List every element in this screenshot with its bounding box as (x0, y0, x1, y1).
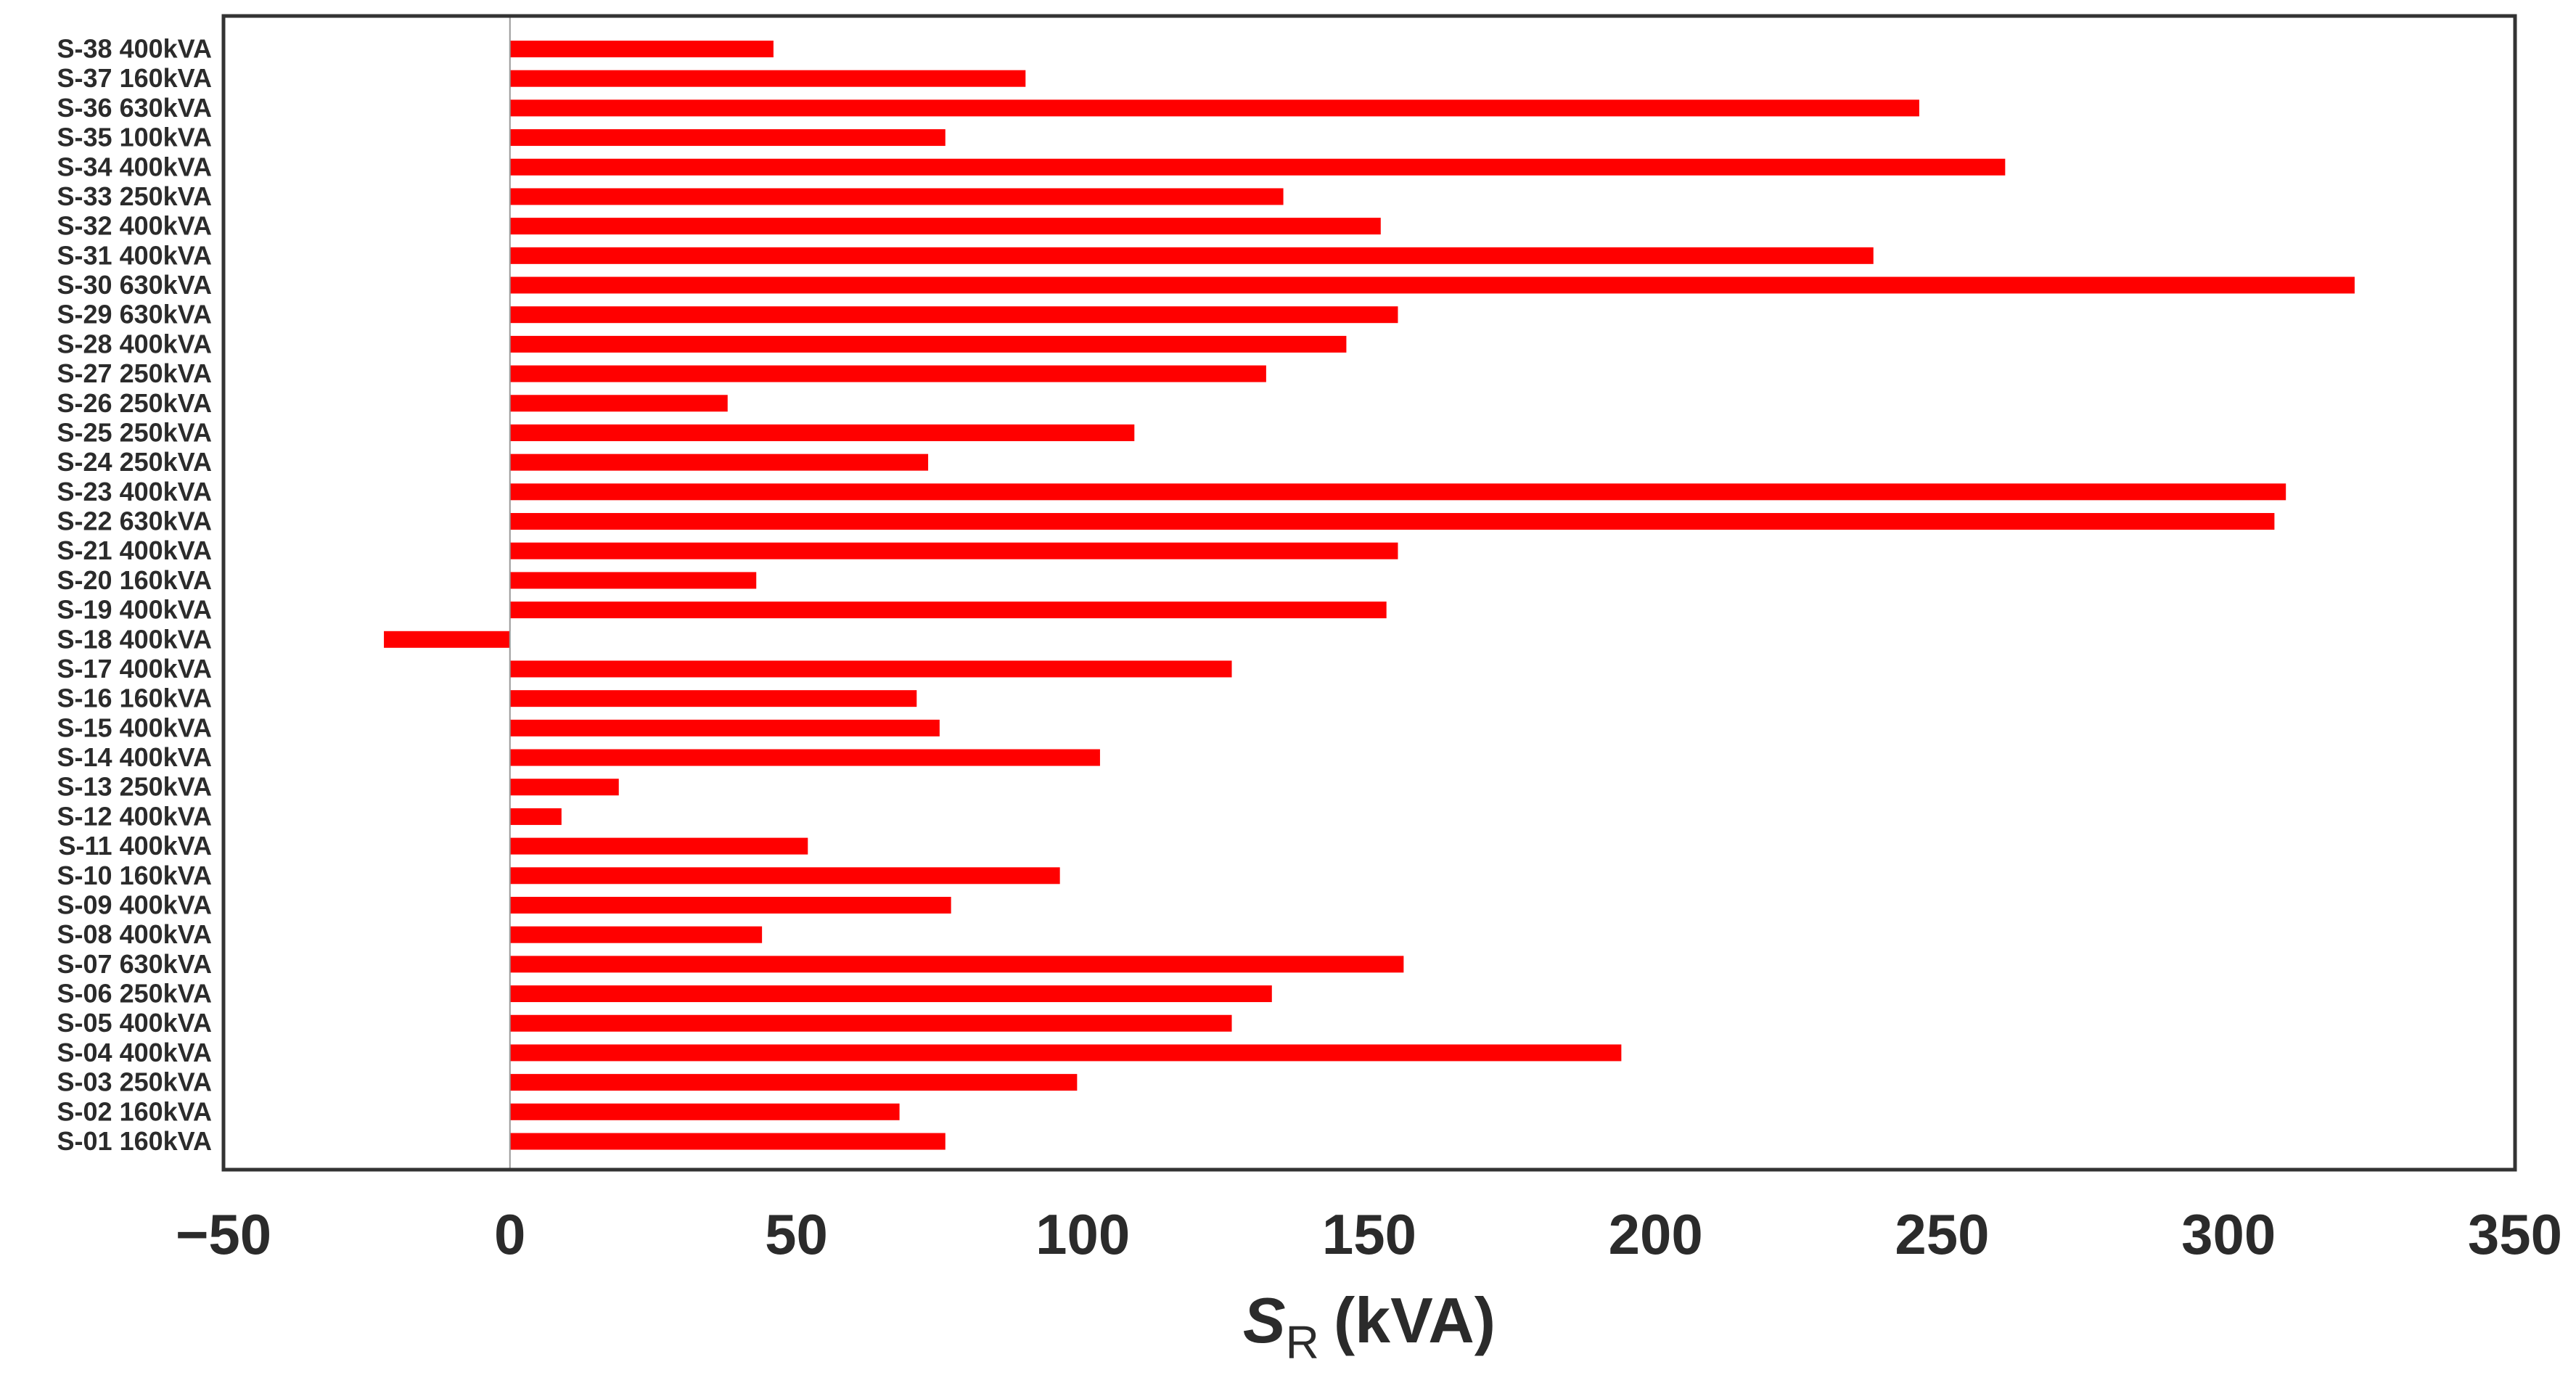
bar (509, 276, 2355, 294)
category-label: S-08 400kVA (57, 919, 212, 949)
category-label: S-14 400kVA (57, 742, 212, 772)
x-tick-label: 250 (1895, 1202, 1989, 1266)
bar (509, 985, 1272, 1003)
bar (509, 158, 2006, 176)
bar (509, 99, 1919, 117)
category-label: S-31 400kVA (57, 240, 212, 270)
category-label: S-22 630kVA (57, 506, 212, 536)
category-label: S-04 400kVA (57, 1038, 212, 1067)
bar (509, 926, 763, 943)
x-tick-label: 300 (2181, 1202, 2276, 1266)
bar (509, 837, 808, 855)
bar (509, 542, 1398, 559)
category-label: S-12 400kVA (57, 801, 212, 831)
x-axis-title: SR (kVA) (1243, 1284, 1496, 1368)
bar (509, 395, 728, 412)
x-tick-label: 350 (2468, 1202, 2562, 1266)
bar (509, 808, 562, 825)
category-label: S-13 250kVA (57, 772, 212, 802)
category-label: S-19 400kVA (57, 595, 212, 625)
bar (509, 483, 2286, 501)
x-tick-label: −50 (176, 1202, 271, 1266)
category-label: S-03 250kVA (57, 1067, 212, 1097)
category-label: S-20 160kVA (57, 565, 212, 595)
category-label: S-37 160kVA (57, 63, 212, 93)
x-tick-label: 150 (1322, 1202, 1416, 1266)
plot-frame (221, 14, 2517, 1172)
bar (509, 602, 1387, 619)
category-label: S-09 400kVA (57, 890, 212, 919)
x-tick-label: 0 (494, 1202, 525, 1266)
category-label: S-11 400kVA (59, 831, 212, 861)
category-label: S-21 400kVA (57, 535, 212, 565)
bar (509, 749, 1100, 766)
bar (384, 631, 510, 648)
bar (509, 247, 1874, 264)
category-label: S-02 160kVA (57, 1096, 212, 1126)
bar (509, 956, 1404, 973)
bar (509, 188, 1284, 205)
bar (509, 129, 946, 147)
category-label: S-01 160kVA (57, 1126, 212, 1156)
category-label: S-38 400kVA (57, 34, 212, 64)
bar (509, 1044, 1622, 1062)
category-label: S-34 400kVA (57, 152, 212, 181)
bar (509, 572, 757, 589)
x-tick-label: 50 (765, 1202, 828, 1266)
bar (509, 1103, 900, 1120)
category-label: S-10 160kVA (57, 861, 212, 890)
category-label: S-23 400kVA (57, 477, 212, 506)
category-label: S-26 250kVA (57, 388, 212, 418)
category-label: S-06 250kVA (57, 979, 212, 1009)
category-label: S-27 250kVA (57, 358, 212, 388)
category-label: S-18 400kVA (57, 624, 212, 654)
bar (509, 218, 1381, 235)
category-label: S-24 250kVA (57, 447, 212, 477)
category-label: S-33 250kVA (57, 181, 212, 211)
bar (509, 1074, 1078, 1091)
bar (509, 365, 1266, 382)
category-label: S-29 630kVA (57, 300, 212, 329)
bar (509, 513, 2275, 530)
category-label: S-28 400kVA (57, 329, 212, 358)
x-axis-title-unit: (kVA) (1334, 1284, 1496, 1356)
x-axis-ticks: −50 0 50 100 150 200 250 300 350 (176, 1202, 2562, 1266)
bar (509, 690, 917, 707)
bar (509, 424, 1135, 441)
bar (509, 335, 1347, 353)
bar (509, 41, 774, 57)
bar (509, 660, 1232, 678)
x-axis-title-subscript: R (1286, 1316, 1319, 1368)
x-tick-label: 100 (1035, 1202, 1130, 1266)
bars-group (384, 41, 2355, 1150)
bar (509, 779, 619, 796)
bar (509, 70, 1026, 87)
category-label: S-25 250kVA (57, 417, 212, 447)
bar (509, 719, 940, 736)
category-label: S-16 160kVA (57, 684, 212, 713)
category-label: S-30 630kVA (57, 270, 212, 300)
category-label: S-05 400kVA (57, 1008, 212, 1038)
category-label: S-15 400kVA (57, 713, 212, 742)
bar (509, 896, 951, 914)
category-label: S-36 630kVA (57, 93, 212, 123)
category-label: S-17 400kVA (57, 654, 212, 684)
x-axis-title-symbol: S (1243, 1284, 1286, 1356)
category-label: S-35 100kVA (57, 123, 212, 152)
bar (509, 867, 1060, 885)
bar (509, 1014, 1232, 1032)
category-label: S-32 400kVA (57, 211, 212, 241)
bar (509, 454, 929, 471)
bar (509, 1133, 946, 1150)
category-label: S-07 630kVA (57, 949, 212, 979)
x-tick-label: 200 (1609, 1202, 1703, 1266)
bar (509, 306, 1398, 324)
